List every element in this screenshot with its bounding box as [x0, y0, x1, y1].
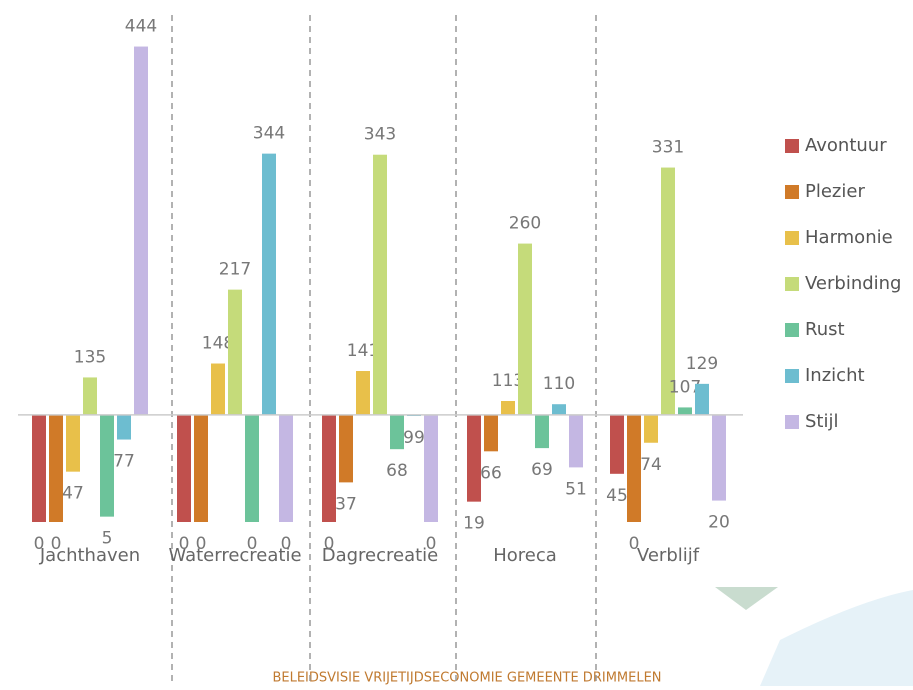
bar [373, 154, 387, 415]
legend-label: Inzicht [805, 365, 865, 386]
bar [535, 414, 549, 449]
value-label: 99 [403, 428, 425, 448]
legend-swatch [785, 415, 799, 429]
value-label: 0 [426, 534, 437, 554]
x-tick-label: Verblijf [637, 545, 700, 566]
bar [661, 167, 675, 415]
value-label: 444 [125, 17, 157, 37]
value-label: 69 [531, 460, 553, 480]
bar [228, 289, 242, 415]
value-label: 19 [463, 514, 485, 534]
value-label: 51 [565, 479, 587, 499]
value-label: 344 [253, 124, 285, 144]
x-tick-label: Waterrecreatie [168, 545, 301, 566]
bar [117, 414, 131, 440]
value-label: 5 [102, 529, 113, 549]
bar [467, 414, 481, 502]
value-label: 47 [62, 484, 84, 504]
legend-label: Plezier [805, 181, 865, 202]
bar [134, 46, 148, 415]
legend-label: Stijl [805, 411, 839, 432]
bar [610, 414, 624, 474]
bar [712, 414, 726, 501]
value-label: 66 [480, 463, 502, 483]
bar [552, 404, 566, 415]
decoration [760, 590, 913, 686]
x-tick-label: Dagrecreatie [322, 545, 439, 566]
bar [424, 414, 438, 522]
value-label: 0 [281, 534, 292, 554]
legend-label: Rust [805, 319, 845, 340]
value-label: 0 [34, 534, 45, 554]
bar [484, 414, 498, 452]
value-label: 135 [74, 347, 106, 367]
value-label: 20 [708, 513, 730, 533]
bar [66, 414, 80, 472]
value-label: 74 [640, 455, 662, 475]
value-label: 113 [492, 371, 524, 391]
value-label: 77 [113, 452, 135, 472]
value-label: 45 [606, 486, 628, 506]
legend-swatch [785, 369, 799, 383]
legend-swatch [785, 323, 799, 337]
bar [518, 243, 532, 415]
footer: BELEIDSVISIE VRIJETIJDSECONOMIE GEMEENTE… [272, 671, 661, 686]
x-tick-label: Jachthaven [39, 545, 140, 566]
bar [695, 383, 709, 415]
value-label: 0 [179, 534, 190, 554]
bar [211, 363, 225, 415]
value-label: 129 [686, 354, 718, 374]
legend-swatch [785, 139, 799, 153]
bar [262, 153, 276, 415]
legend-swatch [785, 185, 799, 199]
value-label: 141 [347, 341, 379, 361]
legend-label: Avontuur [805, 135, 887, 156]
bar [177, 414, 191, 522]
bar [356, 371, 370, 415]
decoration [715, 587, 778, 610]
value-label: 331 [652, 138, 684, 158]
legend-label: Verbinding [805, 273, 902, 294]
value-label: 0 [51, 534, 62, 554]
value-label: 217 [219, 260, 251, 280]
value-label: 0 [629, 534, 640, 554]
bar [339, 414, 353, 483]
bar [644, 414, 658, 443]
legend-swatch [785, 277, 799, 291]
bar [194, 414, 208, 522]
value-label: 260 [509, 214, 541, 234]
value-label: 68 [386, 461, 408, 481]
value-label: 110 [543, 374, 575, 394]
bar [627, 414, 641, 522]
value-label: 107 [669, 377, 701, 397]
bar [279, 414, 293, 522]
bar [100, 414, 114, 517]
legend-label: Harmonie [805, 227, 893, 248]
bar [322, 414, 336, 522]
bar [569, 414, 583, 468]
value-label: 37 [335, 494, 357, 514]
bar [678, 407, 692, 415]
bar [32, 414, 46, 522]
value-label: 0 [196, 534, 207, 554]
bar [245, 414, 259, 522]
x-tick-label: Horeca [493, 545, 557, 566]
bar [501, 400, 515, 415]
value-label: 0 [324, 534, 335, 554]
bar [390, 414, 404, 450]
legend-swatch [785, 231, 799, 245]
value-label: 148 [202, 334, 234, 354]
value-label: 343 [364, 125, 396, 145]
value-label: 0 [247, 534, 258, 554]
bar [49, 414, 63, 522]
bar [83, 377, 97, 415]
